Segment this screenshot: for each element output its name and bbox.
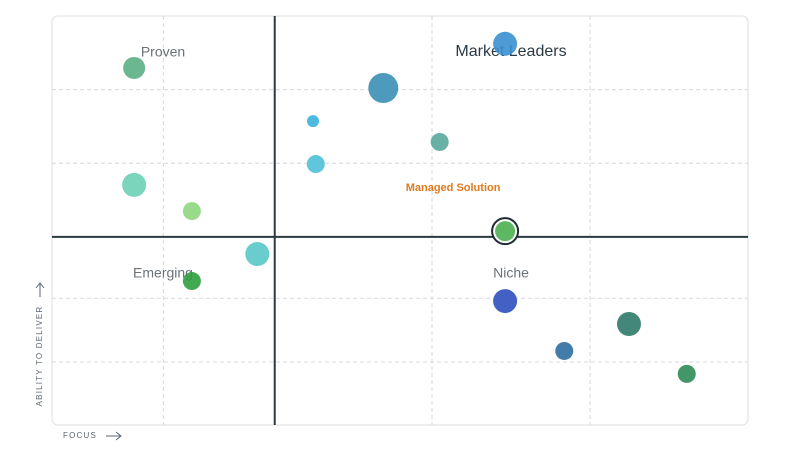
annotation: Managed Solution (406, 182, 501, 194)
bubble (368, 72, 399, 103)
bubble (123, 56, 146, 79)
bubble (307, 115, 319, 128)
bubble (182, 202, 201, 221)
quadrant-label: Proven (141, 44, 185, 60)
y-arrow (35, 282, 45, 297)
quadrant-label: Emerging (133, 265, 193, 281)
bubble (616, 311, 641, 336)
bubble (430, 132, 449, 151)
bubble (493, 31, 518, 56)
quadrant-label: Niche (493, 265, 529, 281)
y-axis-label: ABILITY TO DELIVER (35, 306, 44, 407)
bubble (555, 341, 574, 360)
x-axis-label: FOCUS (63, 431, 97, 440)
plot-frame (51, 15, 749, 426)
bubble (493, 289, 518, 314)
bubble (245, 242, 270, 267)
x-arrow (106, 431, 122, 441)
bubble (677, 364, 696, 383)
bubble (495, 221, 516, 242)
bubble (182, 272, 201, 291)
bubble (306, 155, 325, 174)
bubble (122, 172, 147, 197)
